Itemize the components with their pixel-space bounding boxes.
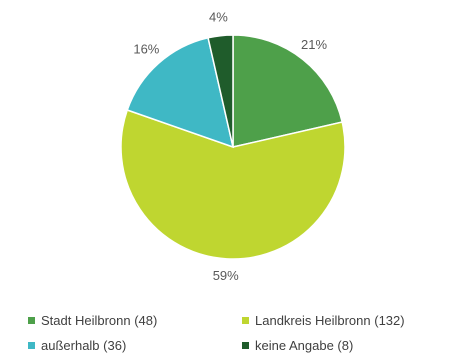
legend-label: außerhalb (36) — [41, 338, 127, 353]
pie-percent-label: 16% — [133, 42, 159, 57]
legend-item-landkreis-heilbronn: Landkreis Heilbronn (132) — [242, 313, 405, 328]
pie-percent-label: 59% — [213, 268, 239, 283]
legend-swatch — [28, 317, 35, 324]
legend-label: keine Angabe (8) — [255, 338, 354, 353]
pie-slice-landkreis-heilbronn — [120, 109, 346, 260]
legend-swatch — [242, 342, 249, 349]
pie-slice-stadt-heilbronn — [232, 34, 344, 148]
legend-item-stadt-heilbronn: Stadt Heilbronn (48) — [28, 313, 157, 328]
pie-slice-keine-angabe — [207, 34, 234, 148]
legend-swatch — [242, 317, 249, 324]
pie-percent-label: 21% — [301, 37, 327, 52]
legend-item-ausserhalb: außerhalb (36) — [28, 338, 126, 353]
legend-label: Stadt Heilbronn (48) — [41, 313, 158, 328]
pie-slices — [120, 34, 346, 260]
pie-slice-au-erhalb — [126, 36, 235, 149]
legend-item-keine-angabe: keine Angabe (8) — [242, 338, 353, 353]
legend-label: Landkreis Heilbronn (132) — [255, 313, 405, 328]
pie-percent-labels: 21% 59% 16% 4% — [133, 9, 327, 283]
pie-percent-label: 4% — [209, 9, 228, 24]
legend-swatch — [28, 342, 35, 349]
